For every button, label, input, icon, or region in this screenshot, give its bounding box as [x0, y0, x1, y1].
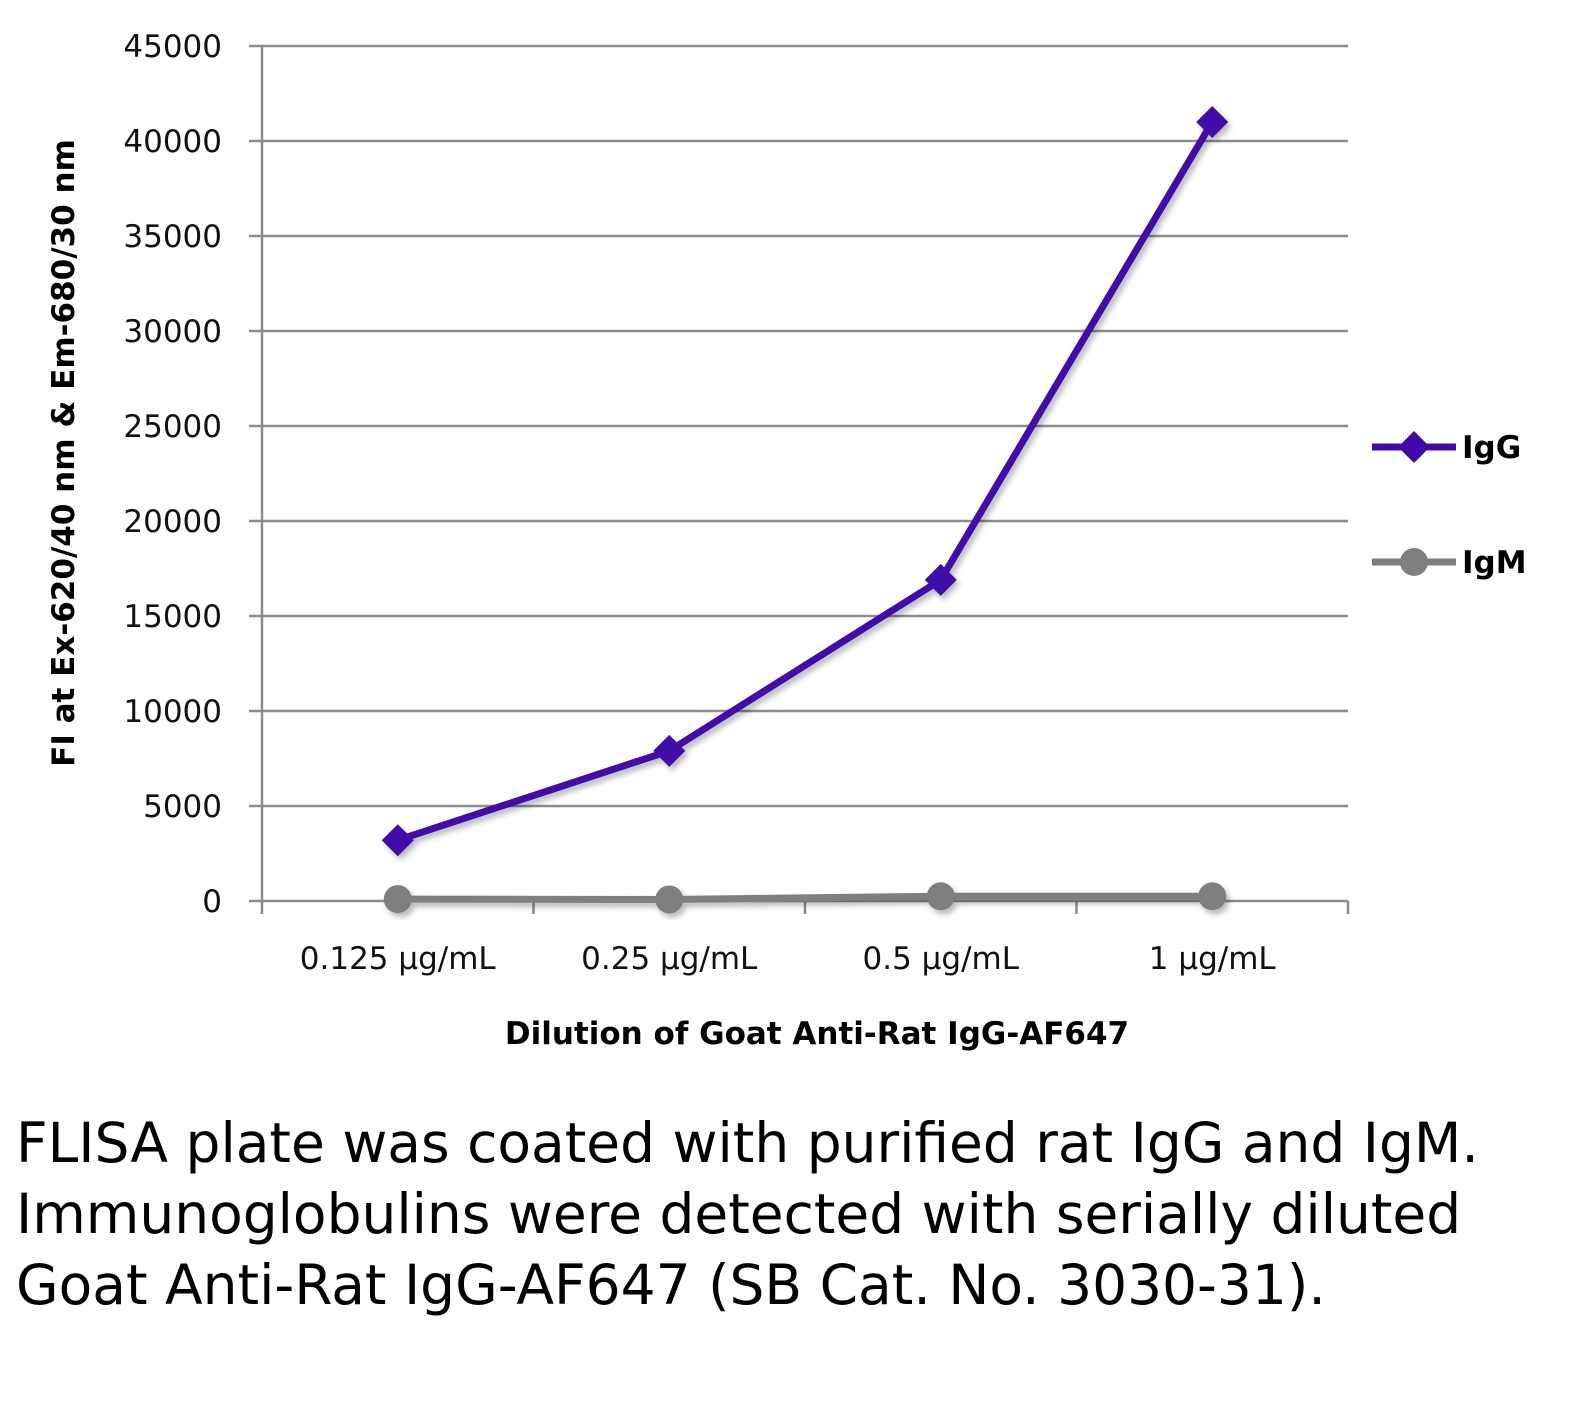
data-point [381, 824, 414, 857]
series-igm [383, 882, 1227, 914]
data-point [1198, 882, 1227, 911]
legend-label: IgM [1462, 545, 1527, 581]
data-point [655, 885, 684, 914]
data-point [1196, 106, 1229, 138]
legend: IgG IgM [1372, 430, 1527, 581]
data-point [653, 734, 686, 767]
y-tick-label: 25000 [123, 409, 222, 445]
x-tick-label: 0.5 µg/mL [863, 941, 1020, 977]
series-igg [381, 106, 1229, 857]
legend-label: IgG [1462, 430, 1521, 466]
y-tick-label: 15000 [123, 599, 222, 635]
legend-marker [1398, 431, 1430, 463]
gridlines [262, 44, 1348, 808]
y-tick-label: 35000 [123, 219, 222, 255]
figure-caption: FLISA plate was coated with purified rat… [16, 1111, 1479, 1317]
series-line [394, 118, 1216, 844]
y-tick-label: 30000 [123, 314, 222, 350]
legend-marker [1400, 548, 1428, 576]
y-tick-label: 45000 [123, 29, 222, 65]
series [381, 106, 1229, 914]
data-point [924, 563, 957, 596]
y-tick-label: 5000 [143, 789, 222, 825]
series-line [394, 892, 1216, 903]
y-tick-label: 20000 [123, 504, 222, 540]
y-tick-label: 10000 [123, 694, 222, 730]
line-chart: 0 5000 10000 15000 20000 25000 30000 35000 40000… [46, 29, 1527, 1052]
data-point [926, 882, 955, 911]
y-tick-label: 40000 [123, 124, 222, 160]
x-tick-label: 0.25 µg/mL [581, 941, 758, 977]
x-tick-label: 0.125 µg/mL [300, 941, 497, 977]
y-axis-title: FI at Ex-620/40 nm & Em-680/30 nm [46, 139, 82, 767]
legend-item: IgM [1372, 545, 1527, 581]
x-tick-label: 1 µg/mL [1149, 941, 1277, 977]
x-axis-title: Dilution of Goat Anti-Rat IgG-AF647 [505, 1016, 1129, 1052]
legend-item: IgG [1372, 430, 1521, 466]
axes: 0 5000 10000 15000 20000 25000 30000 35000 40000… [123, 29, 1350, 977]
data-point [383, 885, 412, 914]
y-tick-label: 0 [202, 884, 222, 920]
